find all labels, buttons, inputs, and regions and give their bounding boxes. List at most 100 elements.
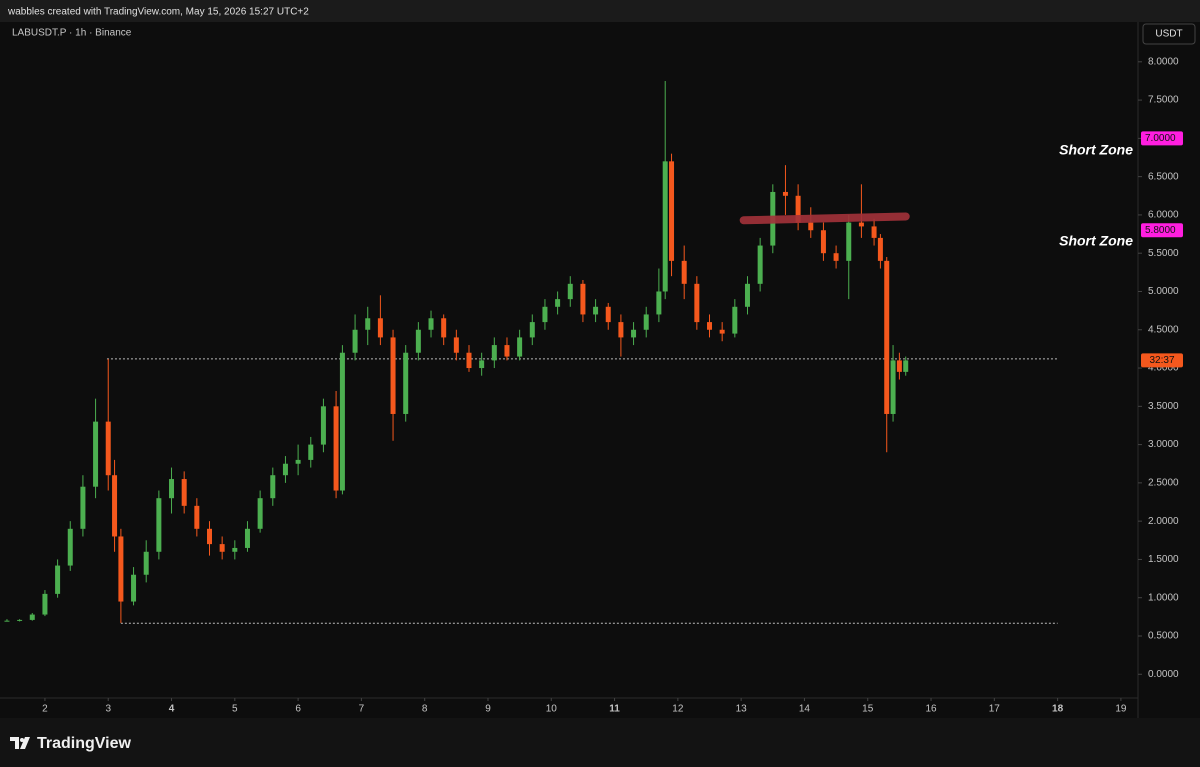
candle-body — [529, 322, 535, 338]
x-tick-label: 17 — [989, 704, 1001, 715]
x-tick-label: 13 — [736, 704, 748, 715]
candle-body — [143, 551, 149, 575]
y-tick-label: 1.5000 — [1148, 554, 1179, 565]
candle-body — [757, 245, 763, 284]
candle-body — [112, 475, 118, 537]
candle-body — [782, 191, 788, 196]
candle-body — [719, 329, 725, 334]
candle-body — [320, 406, 326, 445]
candle-body — [308, 444, 314, 460]
candle-body — [377, 318, 383, 338]
price-label: 7.0000 — [1145, 133, 1176, 144]
countdown-box — [1141, 353, 1183, 368]
annotation: Short Zone — [1059, 141, 1133, 157]
candle-body — [270, 475, 276, 499]
candle-body — [232, 547, 238, 552]
x-tick-label: 2 — [42, 704, 48, 715]
candle-body — [206, 528, 212, 545]
x-tick-label: 18 — [1052, 704, 1064, 715]
plot-background — [0, 22, 1200, 718]
candle-body — [29, 614, 35, 620]
price-label: 5.8000 — [1145, 225, 1176, 236]
candle-body — [656, 291, 662, 315]
x-tick-label: 3 — [105, 704, 111, 715]
candle-body — [669, 161, 675, 261]
candle-body — [858, 222, 864, 227]
candle-body — [820, 230, 826, 254]
symbol-title: LABUSDT.P · 1h · Binance — [12, 28, 132, 39]
candle-body — [352, 329, 358, 353]
y-tick-label: 2.5000 — [1148, 478, 1179, 489]
x-tick-label: 12 — [672, 704, 684, 715]
candle-body — [517, 337, 523, 357]
header-text: wabbles created with TradingView.com, Ma… — [7, 7, 309, 18]
candle-body — [479, 360, 485, 369]
candle-body — [744, 283, 750, 307]
candle-body — [257, 498, 263, 529]
x-tick-label: 5 — [232, 704, 238, 715]
candle-body — [871, 226, 877, 238]
price-label-box — [1141, 223, 1183, 238]
x-tick-label: 16 — [925, 704, 937, 715]
candle-body — [605, 306, 611, 323]
y-tick-label: 0.0000 — [1148, 669, 1179, 680]
candle-body — [732, 306, 738, 334]
candle-body — [890, 360, 896, 414]
candle-body — [67, 528, 73, 566]
candle-body — [593, 306, 599, 315]
candle-body — [428, 318, 434, 330]
annotation: Short Zone — [1059, 232, 1133, 248]
candle-body — [194, 505, 200, 529]
brand-icon-dot — [20, 738, 24, 742]
candle-body — [93, 421, 99, 487]
y-tick-label: 4.0000 — [1148, 363, 1179, 374]
candle-body — [694, 283, 700, 323]
y-tick-label: 3.0000 — [1148, 439, 1179, 450]
candle-body — [453, 337, 459, 353]
x-tick-label: 10 — [546, 704, 558, 715]
x-tick-label: 15 — [862, 704, 874, 715]
x-tick-label: 19 — [1115, 704, 1127, 715]
candle-body — [643, 314, 649, 330]
candle-body — [795, 195, 801, 223]
candle-body — [131, 574, 137, 602]
y-tick-label: 7.5000 — [1148, 95, 1179, 106]
y-tick-label: 4.5000 — [1148, 324, 1179, 335]
brand-icon — [10, 737, 30, 749]
candle-body — [282, 463, 288, 476]
candle-body — [244, 528, 250, 548]
candle-body — [42, 593, 48, 615]
candle-body — [662, 161, 668, 292]
x-tick-label: 7 — [359, 704, 365, 715]
candle-body — [846, 222, 852, 261]
candle-body — [707, 322, 713, 330]
candle-body — [896, 360, 902, 372]
x-tick-label: 6 — [295, 704, 301, 715]
candle-body — [105, 421, 111, 476]
y-tick-label: 0.5000 — [1148, 631, 1179, 642]
candle-body — [339, 352, 345, 491]
candle-body — [542, 306, 548, 323]
footer — [0, 718, 1200, 767]
candle-body — [17, 619, 23, 621]
top-bar — [0, 0, 1200, 22]
candle-body — [618, 322, 624, 338]
brand-name: TradingView — [37, 735, 132, 752]
candle-body — [55, 565, 61, 594]
candle-body — [4, 620, 10, 622]
candle-body — [295, 459, 301, 464]
countdown-label: 32:37 — [1149, 355, 1174, 366]
candle-body — [333, 406, 339, 491]
candle-body — [580, 283, 586, 315]
candle-body — [441, 318, 447, 338]
candle-body — [466, 352, 472, 369]
candle-body — [833, 253, 839, 261]
y-tick-label: 8.0000 — [1148, 56, 1179, 67]
candle-body — [156, 498, 162, 552]
candle-body — [903, 360, 909, 372]
candle-body — [390, 337, 396, 414]
y-tick-label: 6.0000 — [1148, 210, 1179, 221]
candle-body — [118, 536, 124, 602]
